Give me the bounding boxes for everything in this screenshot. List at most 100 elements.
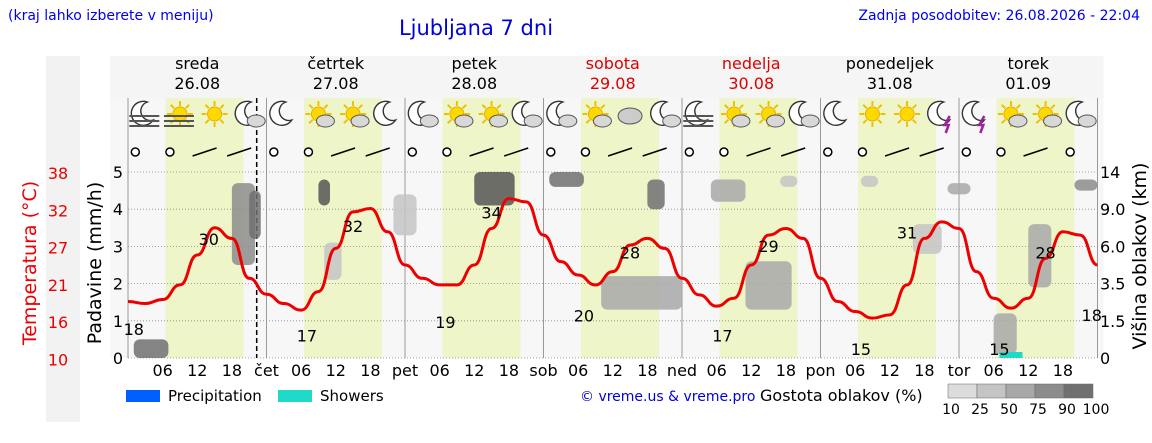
hour-tick: 12 — [1018, 361, 1038, 380]
sun-cloud-icon — [340, 101, 370, 128]
moon-cloud-icon-part — [558, 114, 578, 128]
sun-icon-part — [877, 118, 883, 124]
sun-icon-part — [912, 104, 917, 110]
cloud-density-label: 75 — [1029, 402, 1047, 418]
hour-tick: 18 — [222, 361, 242, 380]
hour-tick: 12 — [880, 361, 900, 380]
sun-cloud-icon-part — [1035, 118, 1041, 124]
wind-barb-icon — [607, 147, 633, 157]
wind-calm-icon — [546, 147, 556, 157]
sun-cloud-icon-part — [1008, 114, 1028, 128]
credit-link[interactable]: © vreme.us & vreme.pro — [580, 389, 756, 405]
fog-moon-icon-part — [130, 100, 156, 127]
cloud-blob — [947, 183, 971, 195]
wind-barb-icon — [919, 147, 944, 157]
moon-cloud-icon-part — [419, 114, 439, 128]
cloud-height-tick: 6.0 — [1100, 237, 1125, 256]
sun-cloud-icon — [305, 101, 335, 128]
cloud-height-tick: 14 — [1100, 163, 1120, 182]
hour-tick: 18 — [637, 361, 657, 380]
sun-cloud-icon-part — [481, 104, 487, 110]
sun-cloud-icon-part — [600, 104, 606, 110]
temperature-tick: 27 — [48, 239, 68, 258]
day-abbr-tick: tor — [948, 361, 971, 380]
moon-cloud-icon — [546, 100, 578, 128]
sun-cloud-icon — [997, 101, 1028, 128]
day-name: četrtek — [307, 54, 365, 73]
cloud-height-tick: 0 — [1100, 349, 1110, 368]
hour-tick: 06 — [152, 361, 172, 380]
wind-calm-icon — [130, 147, 141, 157]
moon-cloud-icon-part — [1077, 114, 1097, 128]
sun-cloud-icon — [720, 101, 751, 128]
wind-calm-icon — [996, 147, 1006, 157]
hour-tick: 12 — [326, 361, 346, 380]
sun-icon-part — [207, 106, 223, 122]
sun-cloud-icon — [478, 101, 509, 128]
temperature-extreme-label: 15 — [989, 340, 1009, 359]
cloud-density-label: 100 — [1083, 402, 1110, 418]
moon-icon-part — [823, 100, 848, 127]
day-date: 28.08 — [451, 74, 497, 93]
precipitation-legend: Precipitation — [126, 387, 262, 405]
cloud-density-title: Gostota oblakov (%) — [760, 386, 923, 405]
cloud-blob — [249, 190, 261, 239]
day-name: sreda — [175, 54, 219, 73]
sun-cloud-icon-part — [454, 114, 474, 128]
cloud-blob — [318, 179, 330, 206]
sun-cloud-icon-part — [592, 114, 612, 128]
hour-tick: 06 — [845, 361, 865, 380]
thunder-moon-icon — [927, 100, 952, 134]
cloud-blob — [860, 175, 879, 187]
sun-cloud-icon-part — [1001, 104, 1006, 110]
sun-icon-part — [899, 106, 915, 122]
sun-cloud-icon-part — [1015, 104, 1021, 110]
precipitation-tick: 3 — [113, 237, 123, 256]
precipitation-tick: 2 — [113, 275, 123, 294]
sun-icon — [894, 101, 921, 127]
temperature-extreme-label: 31 — [897, 224, 917, 243]
day-name: nedelja — [722, 54, 781, 73]
fog-moon-icon-part — [684, 100, 710, 127]
moon-icon — [373, 100, 398, 127]
temperature-line — [127, 197, 1099, 320]
moon-cloud-icon — [234, 100, 266, 128]
page-title: Ljubljana 7 dni — [0, 16, 1152, 40]
sun-cloud-icon-part — [481, 118, 487, 124]
cloud-density-swatch — [1034, 383, 1065, 399]
moon-cloud-icon-part — [662, 114, 682, 128]
precipitation-legend-label: Precipitation — [168, 387, 262, 405]
sun-icon-part — [864, 106, 880, 122]
sun-cloud-icon-part — [585, 104, 591, 110]
sun-cloud-icon-part — [308, 118, 314, 124]
moon-cloud-icon-part — [800, 114, 820, 128]
wind-calm-icon — [407, 147, 418, 157]
sun-icon-part — [897, 118, 903, 124]
cloud-blob — [993, 313, 1017, 355]
cloud-blob — [474, 172, 515, 206]
wind-calm-icon — [165, 147, 175, 157]
sun-cloud-icon — [443, 101, 474, 128]
cloud-blob — [601, 276, 682, 310]
hour-tick: 06 — [706, 361, 726, 380]
cloud-blob — [1028, 224, 1052, 288]
temperature-extreme-label: 28 — [1035, 243, 1055, 262]
wind-barb-icon — [1023, 147, 1048, 157]
shower-bar — [999, 352, 1023, 358]
daylight-band — [442, 98, 521, 358]
wind-barb-icon — [746, 147, 771, 157]
sun-cloud-icon-part — [585, 118, 591, 124]
temperature-extreme-label: 17 — [712, 327, 732, 346]
moon-cloud-icon — [650, 100, 682, 128]
left-panel — [46, 56, 80, 422]
wind-barb-icon — [365, 147, 390, 157]
temperature-extreme-label: 29 — [758, 237, 778, 256]
wind-calm-icon — [961, 147, 972, 157]
hour-tick: 06 — [291, 361, 311, 380]
sun-cloud-icon-part — [447, 118, 452, 124]
sun-icon — [859, 101, 886, 127]
cloud-density-swatch — [1005, 383, 1036, 399]
wind-calm-icon — [269, 147, 279, 157]
wind-barb-icon — [503, 147, 529, 157]
sun-cloud-icon-part — [1001, 118, 1006, 124]
